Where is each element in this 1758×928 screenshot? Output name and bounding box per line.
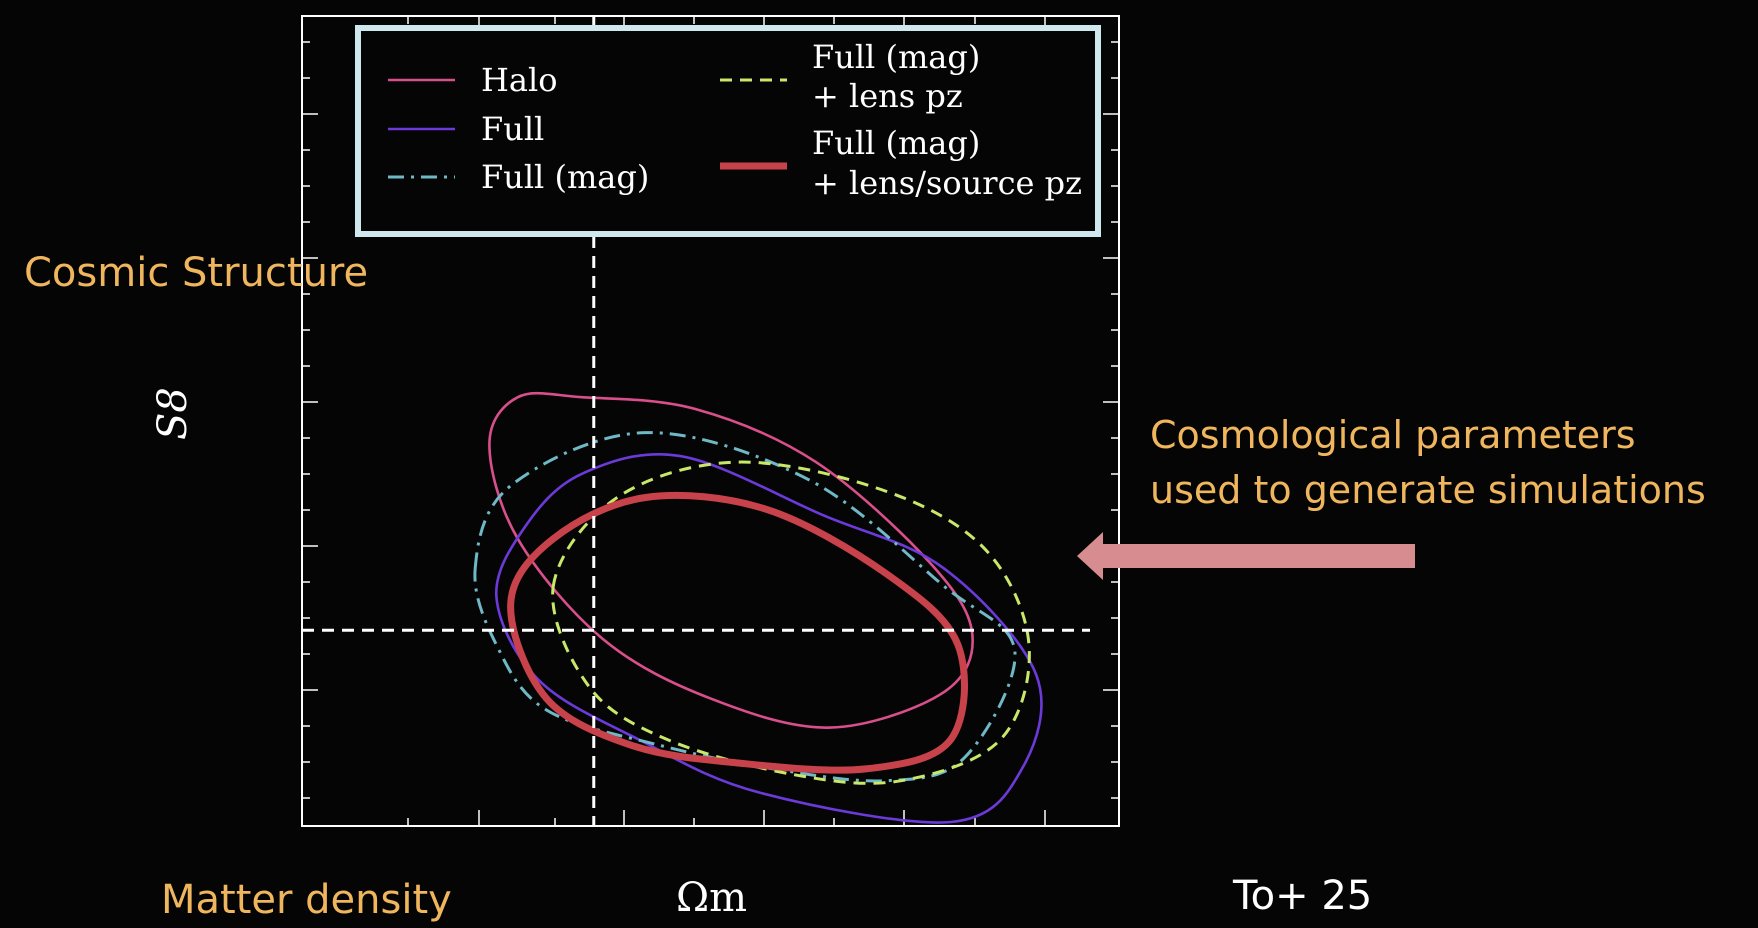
legend-label-full: Full: [481, 110, 544, 148]
legend-label-full-mag-lens-source: Full (mag): [812, 124, 980, 162]
fiducial-arrow: [1077, 532, 1415, 580]
y-axis-label: S8: [150, 387, 196, 440]
cosmic-structure-label: Cosmic Structure: [24, 250, 369, 296]
contour-full-mag: [473, 431, 1017, 783]
fiducial-lines: [302, 16, 1090, 826]
legend-frame: [355, 25, 1101, 237]
matter-density-label: Matter density: [161, 877, 452, 923]
plot-frame: [301, 15, 1120, 827]
legend-label-full-mag-lens: + lens pz: [812, 77, 963, 115]
slide-footer: To+ 25: [1233, 873, 1373, 919]
legend-label-full-mag: Full (mag): [481, 158, 649, 196]
contour-series: [473, 391, 1043, 824]
fiducial-annotation-line1: Cosmological parameters: [1150, 413, 1636, 457]
y-axis-label-text: S8: [150, 387, 196, 440]
x-axis-label: Ωm: [676, 875, 748, 921]
contour-halo: [488, 391, 974, 729]
legend-label-full-mag-lens: Full (mag): [812, 38, 980, 76]
fiducial-annotation: Cosmological parameters used to generate…: [1150, 408, 1706, 518]
contour-full-mag-lens-source: [507, 491, 968, 774]
legend-label-full-mag-lens-source: + lens/source pz: [812, 164, 1082, 202]
contour-full-mag-lens: [551, 460, 1031, 785]
fiducial-annotation-line2: used to generate simulations: [1150, 468, 1706, 512]
legend-label-halo: Halo: [481, 61, 557, 99]
